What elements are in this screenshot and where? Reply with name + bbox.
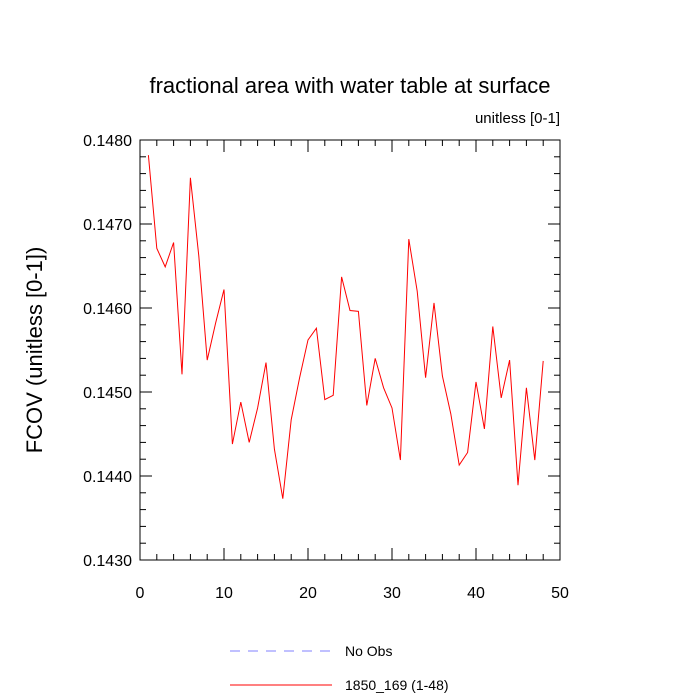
legend: No Obs 1850_169 (1-48) [230, 643, 449, 693]
x-tick-label: 40 [467, 585, 485, 602]
series-line [147, 155, 544, 499]
y-axis-label: FCOV (unitless [0-1]) [22, 247, 47, 454]
legend-label: No Obs [345, 643, 392, 659]
units-label: unitless [0-1] [475, 110, 560, 127]
y-tick-label: 0.1430 [83, 553, 132, 570]
chart-title: fractional area with water table at surf… [149, 73, 550, 98]
y-tick-label: 0.1470 [83, 217, 132, 234]
legend-label: 1850_169 (1-48) [345, 677, 449, 693]
x-tick-label: 0 [136, 585, 145, 602]
axis-tick-labels: 0 10 20 30 40 50 0.1430 0.1440 0.1450 0.1460 0.147… [83, 133, 569, 602]
y-tick-label: 0.1460 [83, 301, 132, 318]
x-tick-label: 50 [551, 585, 569, 602]
axis-ticks [139, 139, 561, 561]
y-tick-label: 0.1480 [83, 133, 132, 150]
x-tick-label: 30 [383, 585, 401, 602]
x-tick-label: 20 [299, 585, 317, 602]
y-tick-label: 0.1450 [83, 385, 132, 402]
series-layer [147, 155, 544, 499]
plot-frame [139, 139, 561, 561]
y-tick-label: 0.1440 [83, 469, 132, 486]
x-tick-label: 10 [215, 585, 233, 602]
